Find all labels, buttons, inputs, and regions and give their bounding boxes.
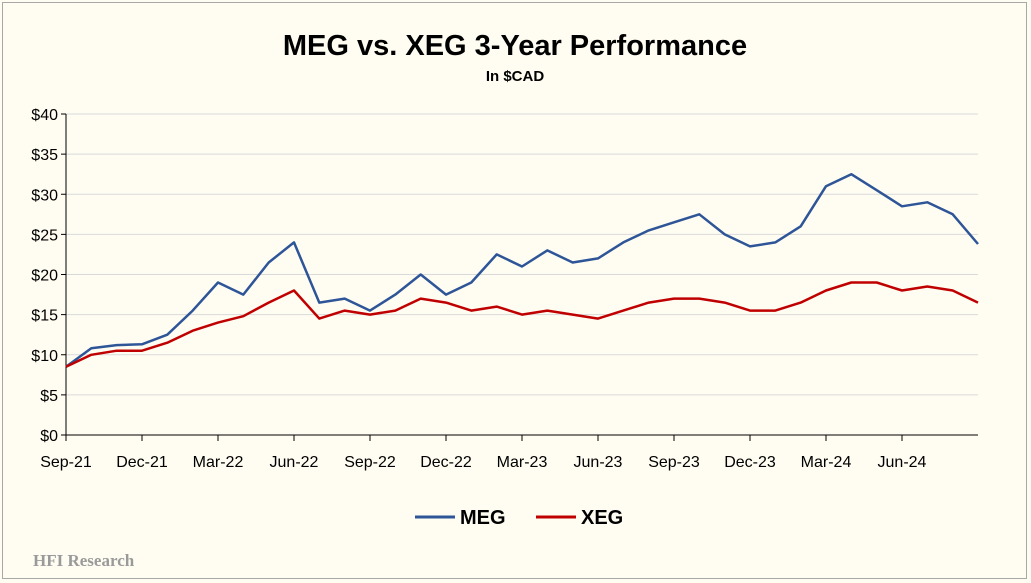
x-tick-label: Jun-24 — [878, 454, 927, 471]
gridlines — [66, 113, 978, 396]
series-line-xeg — [65, 281, 979, 368]
x-tick-label: Dec-22 — [420, 454, 472, 471]
chart-title: MEG vs. XEG 3-Year Performance — [283, 30, 747, 62]
watermark: HFI Research — [33, 551, 135, 570]
x-tick-label: Mar-24 — [801, 454, 852, 471]
chart-svg: MEG vs. XEG 3-Year Performance In $CAD $… — [31, 30, 979, 570]
x-tick-label: Mar-23 — [497, 454, 548, 471]
x-tick-label: Jun-23 — [574, 454, 623, 471]
x-tick-label: Mar-22 — [193, 454, 244, 471]
x-tick-label: Dec-23 — [724, 454, 776, 471]
x-tick-label: Sep-23 — [648, 454, 700, 471]
axes: $0 $5 $10 $15 $20 $25 $30 $35 $40 Sep-21 Dec-21 Mar… — [31, 107, 978, 471]
y-tick-label: $20 — [31, 268, 58, 285]
x-tick-label: Sep-21 — [40, 454, 92, 471]
y-tick-label: $5 — [40, 388, 58, 405]
x-tick-label: Sep-22 — [344, 454, 396, 471]
y-tick-label: $15 — [31, 308, 58, 325]
legend: MEG XEG — [415, 507, 623, 529]
legend-label-xeg: XEG — [581, 507, 623, 529]
y-tick-label: $0 — [40, 428, 58, 445]
series-line-meg — [65, 172, 979, 368]
y-tick-label: $35 — [31, 147, 58, 164]
chart-subtitle: In $CAD — [486, 68, 545, 85]
y-tick-label: $25 — [31, 227, 58, 244]
x-tick-label: Dec-21 — [116, 454, 168, 471]
y-tick-label: $10 — [31, 348, 58, 365]
series-lines — [65, 172, 979, 368]
legend-label-meg: MEG — [460, 507, 506, 529]
y-tick-label: $40 — [31, 107, 58, 124]
y-tick-label: $30 — [31, 187, 58, 204]
x-tick-label: Jun-22 — [270, 454, 319, 471]
